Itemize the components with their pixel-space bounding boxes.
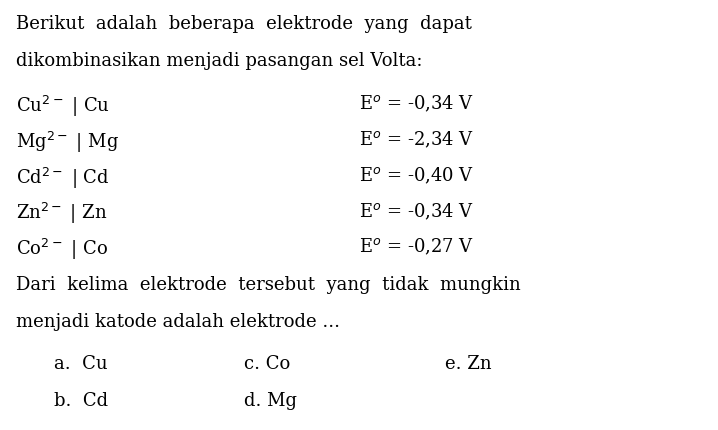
Text: d. Mg: d. Mg [244, 392, 297, 410]
Text: Berikut  adalah  beberapa  elektrode  yang  dapat: Berikut adalah beberapa elektrode yang d… [16, 15, 472, 33]
Text: Zn$^{2-}$ | Zn: Zn$^{2-}$ | Zn [16, 201, 107, 226]
Text: Cd$^{2-}$ | Cd: Cd$^{2-}$ | Cd [16, 166, 109, 190]
Text: E$^{o}$ = -0,34 V: E$^{o}$ = -0,34 V [359, 94, 474, 114]
Text: a.  Cu: a. Cu [54, 355, 108, 373]
Text: E$^{o}$ = -0,27 V: E$^{o}$ = -0,27 V [359, 237, 474, 257]
Text: Cu$^{2-}$ | Cu: Cu$^{2-}$ | Cu [16, 94, 110, 119]
Text: Mg$^{2-}$ | Mg: Mg$^{2-}$ | Mg [16, 130, 118, 155]
Text: E$^{o}$ = -2,34 V: E$^{o}$ = -2,34 V [359, 130, 474, 150]
Text: Co$^{2-}$ | Co: Co$^{2-}$ | Co [16, 237, 108, 262]
Text: E$^{o}$ = -0,34 V: E$^{o}$ = -0,34 V [359, 201, 474, 221]
Text: b.  Cd: b. Cd [54, 392, 108, 410]
Text: E$^{o}$ = -0,40 V: E$^{o}$ = -0,40 V [359, 166, 474, 186]
Text: Dari  kelima  elektrode  tersebut  yang  tidak  mungkin: Dari kelima elektrode tersebut yang tida… [16, 276, 521, 294]
Text: menjadi katode adalah elektrode ...: menjadi katode adalah elektrode ... [16, 313, 340, 332]
Text: dikombinasikan menjadi pasangan sel Volta:: dikombinasikan menjadi pasangan sel Volt… [16, 52, 422, 71]
Text: c. Co: c. Co [244, 355, 290, 373]
Text: e. Zn: e. Zn [445, 355, 492, 373]
